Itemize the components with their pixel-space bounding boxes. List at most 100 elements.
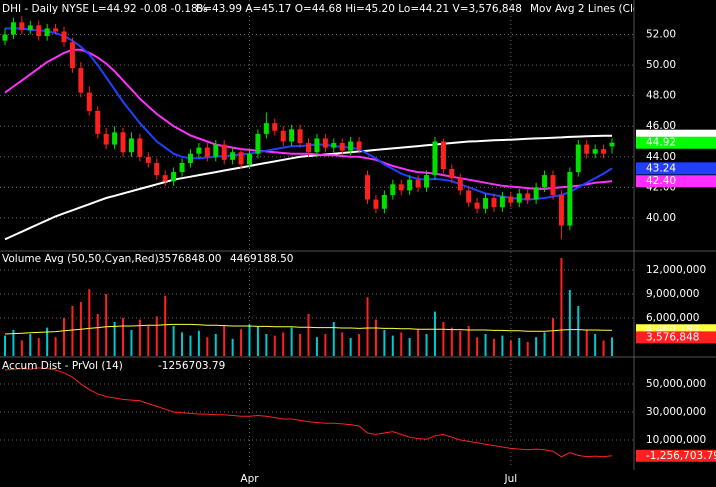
x-tick-label: Apr xyxy=(240,473,259,485)
candle-body xyxy=(331,143,337,148)
candle-body xyxy=(339,143,345,151)
volume-bar xyxy=(433,311,436,356)
value-box-label: 44.92 xyxy=(646,137,676,149)
candle-body xyxy=(19,22,25,30)
candle-body xyxy=(508,196,514,203)
volume-bar xyxy=(206,337,209,356)
candle-body xyxy=(187,153,193,163)
volume-bar xyxy=(147,326,150,356)
volume-bar xyxy=(290,327,293,356)
candle-body xyxy=(145,156,151,163)
volume-bar xyxy=(408,338,411,356)
candle-body xyxy=(44,28,50,37)
volume-bar xyxy=(181,332,184,356)
volume-bar xyxy=(54,337,57,356)
value-box-label: 3,576,848 xyxy=(646,331,699,343)
volume-bar xyxy=(400,332,403,356)
volume-bar xyxy=(197,330,200,356)
panel-value: 4469188.50 xyxy=(230,253,293,265)
candle-body xyxy=(390,184,396,195)
value-box xyxy=(636,449,716,462)
candle-body xyxy=(69,42,75,69)
candle-body xyxy=(381,194,387,209)
candle-body xyxy=(407,179,413,191)
volume-bar xyxy=(509,340,512,356)
volume-bar xyxy=(20,340,23,356)
candle-body xyxy=(499,196,505,208)
candle-body xyxy=(542,175,548,188)
candle-body xyxy=(103,133,109,145)
y-tick-label: 10,000,000 xyxy=(646,434,706,446)
candle-body xyxy=(27,25,33,30)
volume-bar xyxy=(189,335,192,356)
y-tick-label: 48.00 xyxy=(646,90,676,102)
volume-bar xyxy=(113,322,116,356)
y-tick-label: 46.00 xyxy=(646,120,676,132)
volume-bar xyxy=(332,322,335,356)
candle-body xyxy=(196,147,202,154)
volume-bar xyxy=(122,318,125,356)
plot-area: DHI - Daily NYSE L=44.92 -0.08 -0.18%B=43… xyxy=(0,0,634,468)
y-tick-label: 12,000,000 xyxy=(646,264,706,276)
volume-bar xyxy=(164,295,167,356)
volume-bar xyxy=(366,297,369,356)
volume-bar xyxy=(155,316,158,356)
candle-body xyxy=(474,202,480,209)
volume-bar xyxy=(130,330,133,356)
volume-bar xyxy=(105,294,108,356)
volume-bar xyxy=(282,332,285,356)
candle-body xyxy=(36,25,42,37)
volume-bar xyxy=(602,340,605,356)
panel-title: Accum Dist - PrVol (14) xyxy=(2,360,123,372)
line xyxy=(4,323,612,335)
candle-body xyxy=(575,144,581,173)
candle-body xyxy=(440,141,446,170)
candle-body xyxy=(297,129,303,144)
volume-bar xyxy=(71,306,74,356)
volume-bar xyxy=(37,338,40,356)
volume-bar xyxy=(577,306,580,356)
value-box xyxy=(636,136,716,149)
volume-bar xyxy=(172,326,175,356)
candle-body xyxy=(171,172,177,182)
header-text: L=44.92 -0.08 -0.18% xyxy=(92,3,208,15)
volume-bar xyxy=(383,330,386,356)
volume-bar xyxy=(248,324,251,356)
y-tick-label: 50,000,000 xyxy=(646,378,706,390)
candle-body xyxy=(601,149,607,154)
x-tick-label: Jul xyxy=(503,473,517,485)
candle-body xyxy=(365,175,371,200)
candle-body xyxy=(280,130,286,142)
volume-bar xyxy=(518,338,521,356)
volume-bar xyxy=(349,338,352,356)
y-tick-label: 40.00 xyxy=(646,212,676,224)
line xyxy=(4,367,613,458)
volume-bar xyxy=(560,258,563,356)
candle-body xyxy=(449,169,455,179)
volume-bar xyxy=(324,334,327,356)
volume-bar xyxy=(450,327,453,356)
candle-body xyxy=(230,152,236,160)
candle-body xyxy=(78,68,84,93)
volume-bar xyxy=(240,329,243,356)
volume-bar xyxy=(138,319,141,356)
value-box-label: 42.40 xyxy=(646,175,676,187)
volume-bar xyxy=(223,326,226,356)
candle-body xyxy=(432,141,438,176)
candle-body xyxy=(128,138,134,153)
y-tick-label: 30,000,000 xyxy=(646,406,706,418)
volume-bar xyxy=(299,334,302,356)
volume-bar xyxy=(425,334,428,356)
volume-bar xyxy=(12,330,15,356)
value-box xyxy=(636,331,716,344)
volume-bar xyxy=(88,289,91,356)
volume-bar xyxy=(96,314,99,356)
candle-body xyxy=(483,198,489,209)
candle-body xyxy=(162,175,168,182)
volume-bar xyxy=(501,335,504,356)
candle-body xyxy=(415,179,421,188)
candle-body xyxy=(567,172,573,226)
candle-body xyxy=(314,138,320,153)
candle-body xyxy=(348,141,354,151)
volume-bar xyxy=(585,330,588,356)
